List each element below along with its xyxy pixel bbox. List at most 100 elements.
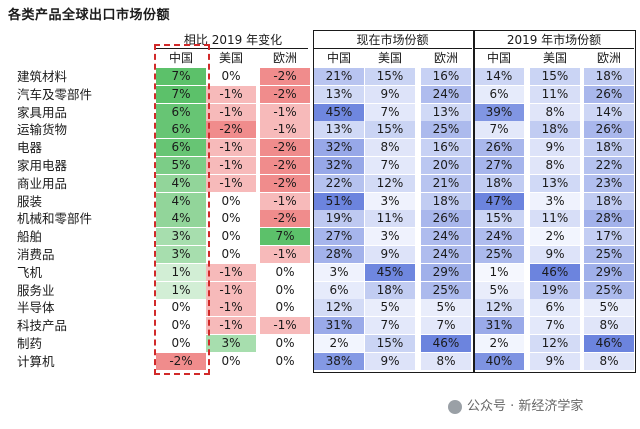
- table-cell: 18%: [584, 68, 634, 85]
- column-subheader: 中国: [486, 51, 511, 65]
- table-cell: 21%: [314, 68, 364, 85]
- table-cell: 12%: [365, 174, 415, 192]
- table-cell: 27%: [474, 157, 524, 174]
- row-label: 制药: [17, 336, 43, 351]
- row-label: 飞机: [17, 264, 43, 280]
- table-cell: -1%: [206, 139, 256, 157]
- table-cell: 18%: [365, 281, 415, 299]
- table-cell: -1%: [206, 157, 256, 174]
- table-cell: 4%: [156, 210, 206, 228]
- table-cell: 15%: [365, 121, 415, 139]
- table-cell: 46%: [584, 335, 634, 352]
- table-cell: 21%: [421, 174, 471, 192]
- table-cell: 28%: [584, 210, 634, 228]
- table-cell: 0%: [206, 68, 256, 85]
- table-cell: 25%: [584, 281, 634, 299]
- table-cell: 5%: [421, 299, 471, 317]
- table-cell: 26%: [584, 121, 634, 139]
- table-cell: 26%: [474, 139, 524, 157]
- table-cell: 31%: [314, 317, 364, 335]
- column-subheader: 中国: [168, 51, 193, 65]
- table-cell: 31%: [474, 317, 524, 335]
- table-cell: 8%: [530, 103, 580, 121]
- table-cell: 3%: [365, 228, 415, 246]
- table-cell: 8%: [421, 352, 471, 370]
- table-cell: 7%: [156, 85, 206, 103]
- table-cell: 39%: [474, 103, 524, 121]
- table-cell: 38%: [314, 352, 364, 370]
- table-cell: -1%: [260, 192, 310, 210]
- header-divider: [156, 48, 308, 49]
- table-cell: 28%: [314, 246, 364, 263]
- table-cell: 13%: [421, 103, 471, 121]
- table-cell: 12%: [314, 299, 364, 317]
- table-cell: 23%: [584, 174, 634, 192]
- row-label: 服装: [17, 193, 43, 209]
- table-cell: 3%: [156, 246, 206, 263]
- watermark: 公众号 · 新经济学家: [448, 396, 583, 418]
- table-cell: 14%: [474, 68, 524, 85]
- table-cell: 18%: [584, 139, 634, 157]
- table-cell: 9%: [365, 246, 415, 263]
- table-cell: -2%: [260, 174, 310, 192]
- table-cell: -1%: [206, 263, 256, 281]
- table-cell: 0%: [260, 352, 310, 370]
- table-cell: 5%: [365, 299, 415, 317]
- table-cell: 0%: [206, 210, 256, 228]
- table-cell: 6%: [474, 85, 524, 103]
- table-cell: 1%: [156, 263, 206, 281]
- table-cell: -2%: [260, 68, 310, 85]
- table-cell: 47%: [474, 192, 524, 210]
- table-cell: 46%: [421, 335, 471, 352]
- table-cell: 5%: [156, 157, 206, 174]
- table-cell: -2%: [260, 85, 310, 103]
- table-cell: 2%: [314, 335, 364, 352]
- table-cell: -2%: [156, 352, 206, 370]
- table-cell: 1%: [474, 263, 524, 281]
- column-group-header: 现在市场份额: [356, 33, 429, 47]
- row-label: 半导体: [17, 300, 55, 316]
- table-cell: 24%: [421, 85, 471, 103]
- table-cell: 13%: [530, 174, 580, 192]
- table-cell: 9%: [530, 139, 580, 157]
- table-cell: 0%: [260, 335, 310, 352]
- table-cell: 17%: [584, 228, 634, 246]
- column-subheader: 美国: [377, 51, 402, 65]
- table-cell: -2%: [260, 139, 310, 157]
- table-cell: 3%: [206, 335, 256, 352]
- table-cell: 7%: [365, 317, 415, 335]
- table-cell: 18%: [584, 192, 634, 210]
- table-cell: 7%: [260, 228, 310, 246]
- column-subheader: 中国: [326, 51, 351, 65]
- table-cell: 18%: [530, 121, 580, 139]
- table-cell: 7%: [156, 68, 206, 85]
- table-cell: 18%: [421, 192, 471, 210]
- table-cell: 32%: [314, 139, 364, 157]
- table-cell: 8%: [365, 139, 415, 157]
- table-cell: 0%: [206, 192, 256, 210]
- table-cell: 25%: [584, 246, 634, 263]
- table-cell: 29%: [584, 263, 634, 281]
- table-cell: 5%: [474, 281, 524, 299]
- table-cell: -1%: [206, 317, 256, 335]
- table-cell: 8%: [584, 352, 634, 370]
- header-divider: [314, 48, 472, 49]
- table-cell: 7%: [365, 157, 415, 174]
- table-cell: 26%: [584, 85, 634, 103]
- table-cell: 7%: [421, 317, 471, 335]
- table-cell: 2%: [530, 228, 580, 246]
- table-cell: 9%: [365, 85, 415, 103]
- table-cell: 0%: [260, 281, 310, 299]
- table-cell: 0%: [156, 299, 206, 317]
- table-cell: 22%: [314, 174, 364, 192]
- column-group-header: 相比 2019 年变化: [183, 33, 283, 47]
- table-cell: 0%: [260, 263, 310, 281]
- table-cell: 51%: [314, 192, 364, 210]
- table-cell: 7%: [474, 121, 524, 139]
- table-cell: 9%: [530, 352, 580, 370]
- table-cell: 7%: [365, 103, 415, 121]
- table-cell: -1%: [206, 174, 256, 192]
- table-cell: 0%: [156, 335, 206, 352]
- table-cell: 4%: [156, 192, 206, 210]
- table-cell: 4%: [156, 174, 206, 192]
